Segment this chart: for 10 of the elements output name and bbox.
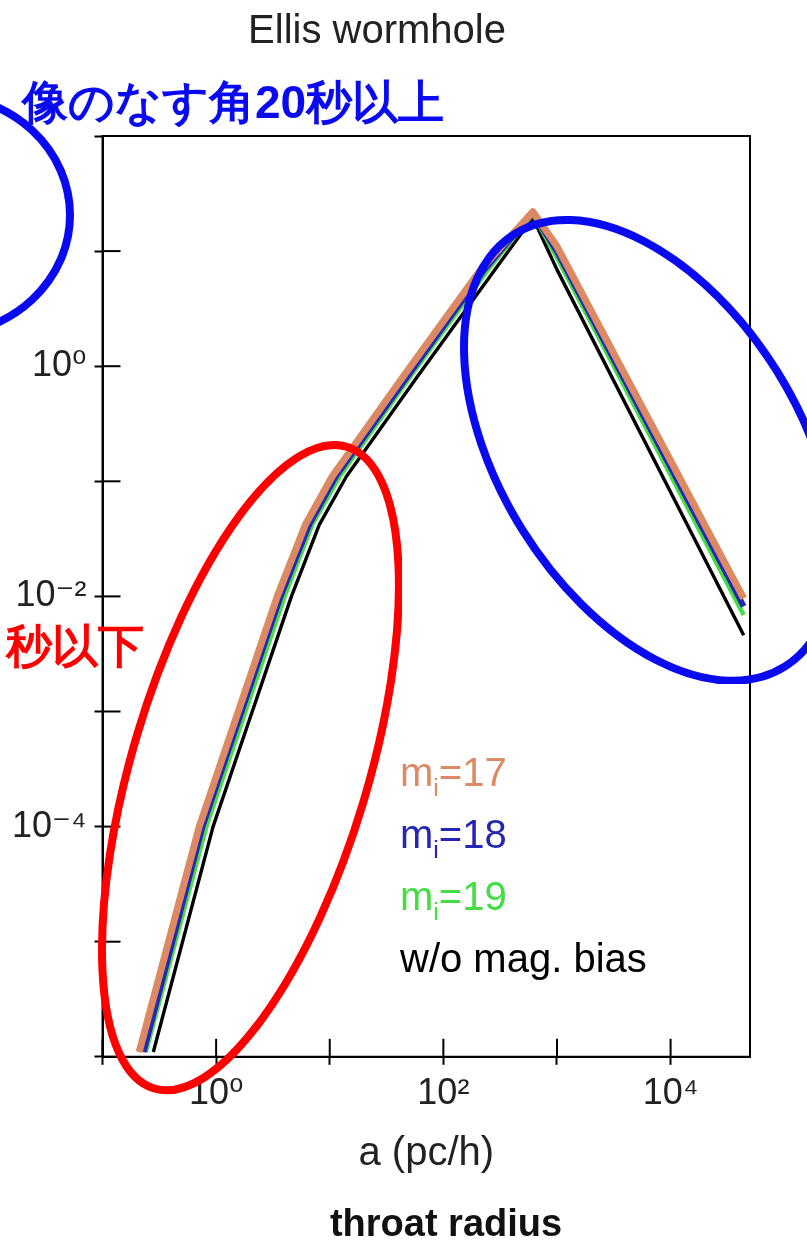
text: w/o mag. bias xyxy=(399,935,647,980)
text: throat radius xyxy=(329,1202,563,1244)
x-axis-title: a (pc/h) xyxy=(358,1129,495,1174)
text: 像のなす角20秒以上 xyxy=(20,76,445,128)
y-tick-label: 10⁻² xyxy=(15,573,87,615)
x-tick-label: 10⁴ xyxy=(642,1071,699,1113)
x-tick-label: 10² xyxy=(417,1071,470,1113)
y-tick-label: 10⁰ xyxy=(32,343,87,385)
chart-title: Ellis wormhole xyxy=(248,7,506,52)
y-tick-label: 10⁻⁴ xyxy=(12,803,87,845)
